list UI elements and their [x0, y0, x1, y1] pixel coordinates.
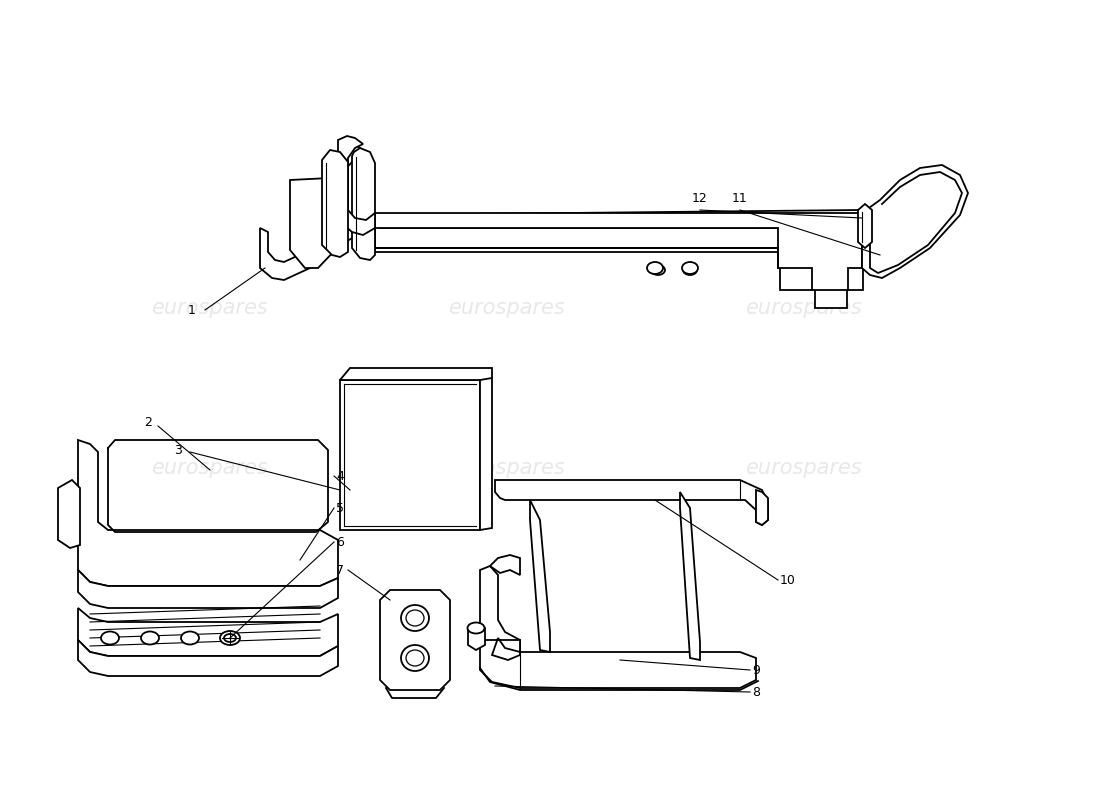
Polygon shape — [480, 378, 492, 530]
Ellipse shape — [402, 645, 429, 671]
Polygon shape — [340, 368, 492, 390]
Polygon shape — [375, 213, 862, 290]
Ellipse shape — [101, 631, 119, 645]
Ellipse shape — [406, 650, 424, 666]
Text: 7: 7 — [336, 563, 344, 577]
Polygon shape — [490, 555, 520, 575]
Text: 5: 5 — [336, 502, 344, 514]
Polygon shape — [78, 570, 338, 608]
Polygon shape — [78, 640, 338, 676]
Text: 11: 11 — [733, 191, 748, 205]
Polygon shape — [352, 148, 375, 260]
Ellipse shape — [682, 262, 698, 274]
Ellipse shape — [406, 610, 424, 626]
Text: eurospares: eurospares — [151, 458, 267, 478]
Polygon shape — [530, 500, 550, 652]
Text: eurospares: eurospares — [448, 298, 564, 318]
Polygon shape — [680, 492, 700, 660]
Text: eurospares: eurospares — [151, 298, 267, 318]
Polygon shape — [340, 380, 480, 530]
Ellipse shape — [651, 265, 666, 275]
Ellipse shape — [468, 622, 484, 634]
Polygon shape — [375, 212, 865, 308]
Polygon shape — [260, 210, 375, 280]
Polygon shape — [756, 490, 768, 525]
Text: 3: 3 — [174, 443, 182, 457]
Polygon shape — [78, 608, 338, 656]
Ellipse shape — [647, 262, 663, 274]
Text: 1: 1 — [188, 303, 196, 317]
Text: eurospares: eurospares — [745, 458, 861, 478]
Polygon shape — [78, 440, 338, 586]
Polygon shape — [480, 638, 756, 688]
Polygon shape — [480, 566, 520, 660]
Text: 6: 6 — [336, 535, 344, 549]
Polygon shape — [862, 165, 968, 278]
Polygon shape — [322, 150, 348, 257]
Ellipse shape — [402, 605, 429, 631]
Text: 8: 8 — [752, 686, 760, 698]
Polygon shape — [340, 144, 360, 175]
Ellipse shape — [220, 631, 240, 645]
Polygon shape — [375, 210, 865, 285]
Text: 12: 12 — [692, 191, 708, 205]
Text: eurospares: eurospares — [448, 458, 564, 478]
Polygon shape — [495, 480, 768, 525]
Ellipse shape — [141, 631, 160, 645]
Polygon shape — [338, 136, 375, 235]
Polygon shape — [290, 178, 340, 268]
Polygon shape — [58, 480, 80, 548]
Ellipse shape — [182, 631, 199, 645]
Polygon shape — [379, 590, 450, 690]
Ellipse shape — [224, 634, 236, 642]
Polygon shape — [858, 204, 872, 248]
Text: 2: 2 — [144, 415, 152, 429]
Polygon shape — [468, 624, 485, 650]
Text: 10: 10 — [780, 574, 796, 586]
Text: eurospares: eurospares — [745, 298, 861, 318]
Ellipse shape — [683, 265, 697, 275]
Text: 4: 4 — [336, 470, 344, 482]
Text: 9: 9 — [752, 663, 760, 677]
